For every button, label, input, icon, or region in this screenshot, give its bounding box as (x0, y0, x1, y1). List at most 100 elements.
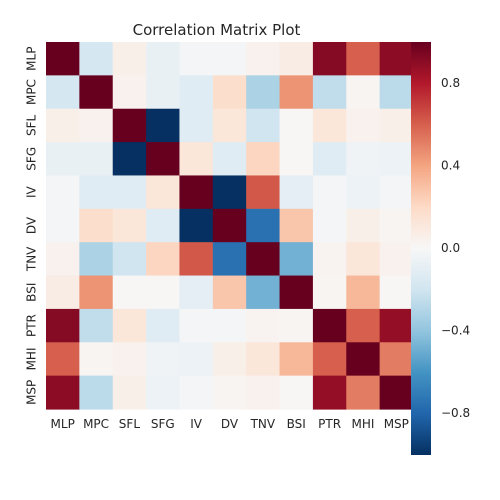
heatmap-cell-mhi-msp (379, 342, 414, 377)
heatmap-cell-bsi-sfg (146, 275, 181, 310)
heatmap-cells (46, 42, 414, 410)
heatmap-cell-mpc-mhi (346, 75, 381, 110)
x-tick-label-mhi: MHI (351, 417, 374, 431)
heatmap-cell-tnv-dv (212, 242, 247, 277)
y-tick-label-msp: MSP (25, 380, 39, 405)
x-tick-label-sfg: SFG (151, 417, 175, 431)
heatmap-cell-mpc-msp (379, 75, 414, 110)
heatmap-cell-tnv-ptr (312, 242, 347, 277)
heatmap-cell-mlp-mlp (46, 42, 80, 76)
heatmap-cell-dv-dv (212, 208, 247, 243)
x-tick-label-dv: DV (221, 417, 239, 431)
colorbar (411, 42, 431, 455)
x-tick-label-mlp: MLP (51, 417, 75, 431)
heatmap-cell-sfl-dv (212, 108, 247, 143)
heatmap-cell-msp-mhi (346, 375, 381, 410)
heatmap-cell-bsi-ptr (312, 275, 347, 310)
chart-title: Correlation Matrix Plot (133, 21, 301, 39)
heatmap-cell-dv-sfl (112, 208, 147, 243)
heatmap-cell-mpc-mlp (46, 75, 80, 110)
heatmap-cell-bsi-tnv (246, 275, 281, 310)
heatmap-cell-mpc-bsi (279, 75, 314, 110)
heatmap-cell-sfg-mlp (46, 142, 80, 177)
heatmap-cell-msp-tnv (246, 375, 281, 410)
y-tick-label-iv: IV (25, 185, 39, 198)
heatmap-cell-dv-mpc (79, 208, 114, 243)
heatmap-cell-msp-sfl (112, 375, 147, 410)
heatmap-cell-tnv-mhi (346, 242, 381, 277)
heatmap-cell-sfg-iv (179, 142, 214, 177)
heatmap-cell-dv-bsi (279, 208, 314, 243)
heatmap-cell-dv-mlp (46, 208, 80, 243)
heatmap-cell-bsi-dv (212, 275, 247, 310)
x-tick-label-msp: MSP (384, 417, 409, 431)
heatmap-cell-tnv-sfl (112, 242, 147, 277)
y-tick-label-mlp: MLP (25, 47, 39, 71)
heatmap-cell-mpc-sfg (146, 75, 181, 110)
heatmap-cell-msp-ptr (312, 375, 347, 410)
heatmap-cell-ptr-mlp (46, 308, 80, 343)
heatmap-cell-sfg-mhi (346, 142, 381, 177)
heatmap-cell-iv-bsi (279, 175, 314, 210)
y-tick-label-bsi: BSI (25, 283, 39, 302)
heatmap-cell-bsi-sfl (112, 275, 147, 310)
heatmap-cell-ptr-mhi (346, 308, 381, 343)
heatmap-cell-bsi-mpc (79, 275, 114, 310)
heatmap-cell-msp-mpc (79, 375, 114, 410)
heatmap-cell-dv-msp (379, 208, 414, 243)
heatmap-cell-mhi-mpc (79, 342, 114, 377)
y-axis-tick-labels: MLP MPC SFL SFG IV DV TNV BSI PTR MHI MSP (25, 47, 39, 405)
heatmap-cell-ptr-msp (379, 308, 414, 343)
heatmap-cell-sfl-mpc (79, 108, 114, 143)
heatmap-cell-mpc-ptr (312, 75, 347, 110)
x-tick-label-bsi: BSI (287, 417, 306, 431)
heatmap-cell-msp-mlp (46, 375, 80, 410)
heatmap-cell-ptr-tnv (246, 308, 281, 343)
heatmap-cell-tnv-mpc (79, 242, 114, 277)
heatmap-cell-mlp-bsi (279, 42, 314, 76)
heatmap-cell-sfl-mlp (46, 108, 80, 143)
heatmap-cell-mpc-mpc (79, 75, 114, 110)
heatmap-cell-iv-dv (212, 175, 247, 210)
heatmap-cell-mlp-tnv (246, 42, 281, 76)
heatmap-cell-msp-msp (379, 375, 414, 410)
heatmap-cell-mpc-dv (212, 75, 247, 110)
heatmap-cell-sfl-tnv (246, 108, 281, 143)
heatmap-cell-sfl-msp (379, 108, 414, 143)
heatmap-cell-msp-iv (179, 375, 214, 410)
x-axis-tick-labels: MLP MPC SFL SFG IV DV TNV BSI PTR MHI MSP (51, 417, 409, 431)
heatmap-cell-bsi-iv (179, 275, 214, 310)
heatmap-cell-mlp-sfg (146, 42, 181, 76)
y-tick-label-dv: DV (25, 216, 39, 234)
colorbar-tick-label: 0.0 (441, 241, 460, 255)
heatmap-cell-msp-bsi (279, 375, 314, 410)
heatmap-cell-mpc-tnv (246, 75, 281, 110)
x-tick-label-mpc: MPC (83, 417, 109, 431)
heatmap-cell-ptr-iv (179, 308, 214, 343)
y-tick-label-sfl: SFL (25, 114, 39, 136)
heatmap-cell-sfg-sfg (146, 142, 181, 177)
colorbar-tick-labels: −0.8 −0.4 0.0 0.4 0.8 (441, 76, 470, 420)
y-tick-label-ptr: PTR (25, 314, 39, 337)
heatmap-cell-iv-mhi (346, 175, 381, 210)
heatmap-cell-mpc-sfl (112, 75, 147, 110)
heatmap-cell-sfl-ptr (312, 108, 347, 143)
heatmap-cell-ptr-dv (212, 308, 247, 343)
heatmap-cell-sfg-sfl (112, 142, 147, 177)
colorbar-tick-label: 0.4 (441, 158, 460, 172)
heatmap-cell-bsi-msp (379, 275, 414, 310)
heatmap-cell-tnv-tnv (246, 242, 281, 277)
x-tick-label-iv: IV (190, 417, 203, 431)
y-tick-label-tnv: TNV (25, 246, 39, 272)
heatmap-cell-tnv-msp (379, 242, 414, 277)
heatmap-cell-dv-ptr (312, 208, 347, 243)
heatmap-cell-iv-sfl (112, 175, 147, 210)
heatmap-cell-mhi-sfl (112, 342, 147, 377)
heatmap-cell-mhi-iv (179, 342, 214, 377)
y-tick-label-mhi: MHI (25, 347, 39, 370)
heatmap-cell-bsi-mhi (346, 275, 381, 310)
heatmap-cell-sfg-tnv (246, 142, 281, 177)
heatmap-cell-mhi-dv (212, 342, 247, 377)
y-tick-label-sfg: SFG (25, 147, 39, 171)
